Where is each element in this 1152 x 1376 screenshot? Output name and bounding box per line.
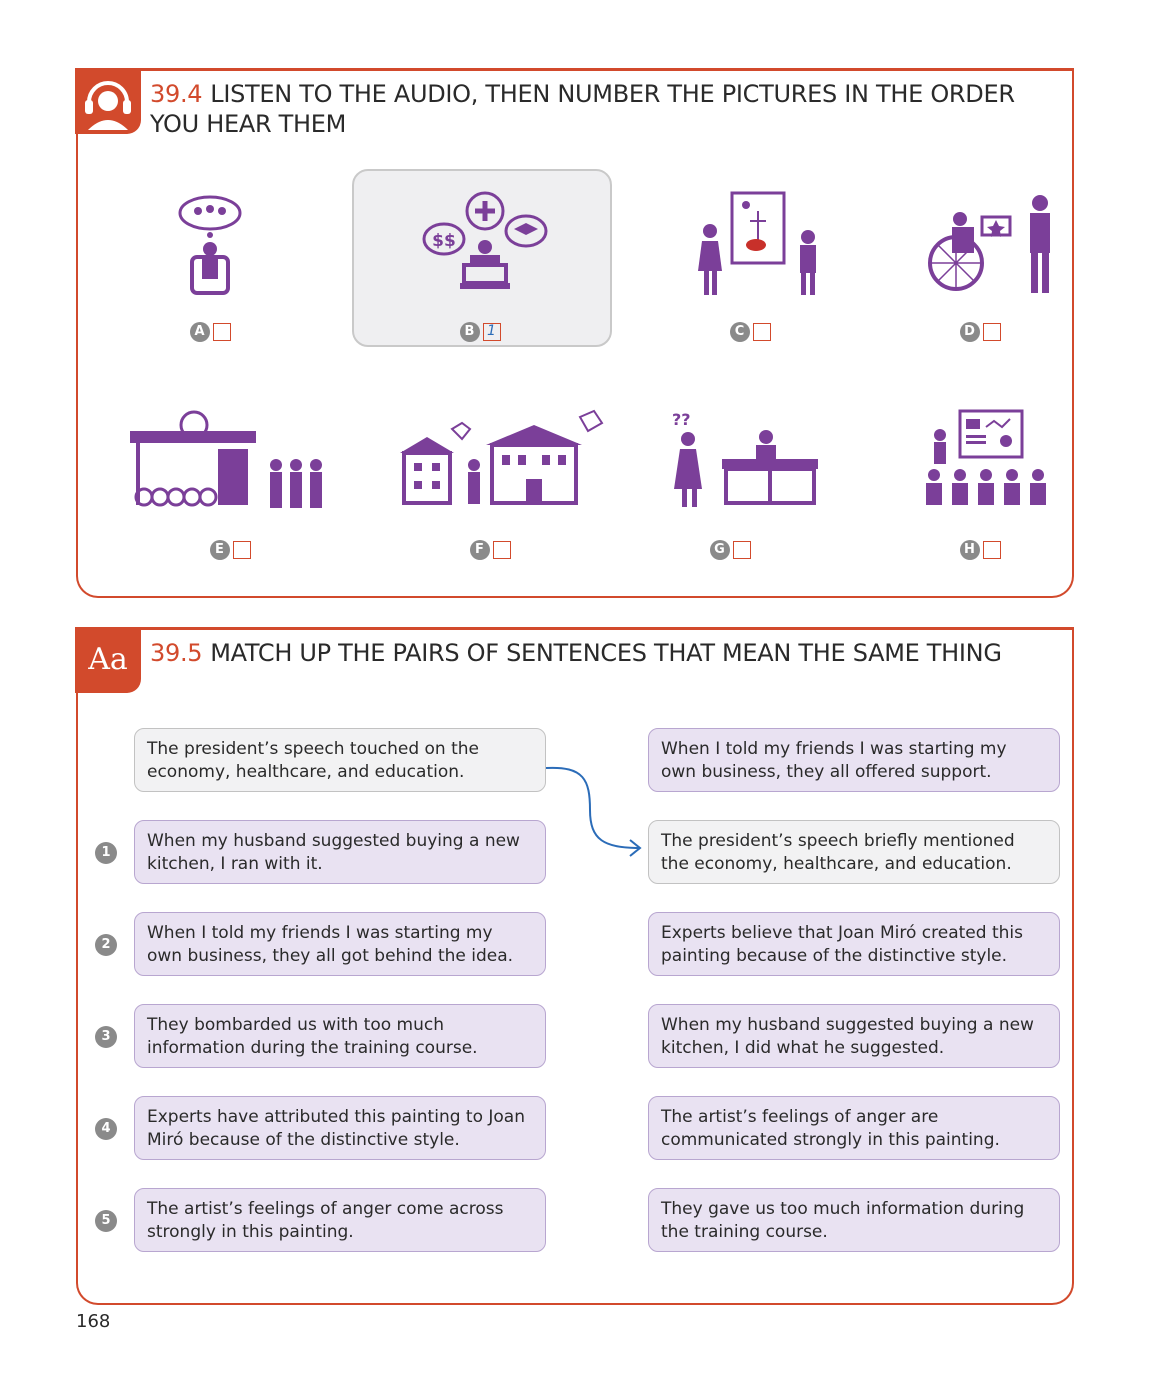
thinking-person-icon xyxy=(178,195,242,295)
picture-e-label: E xyxy=(150,539,310,560)
left-sentence-1[interactable]: When my husband suggested buying a new k… xyxy=(134,820,546,884)
exercise-heading: 39.5 MATCH UP THE PAIRS OF SENTENCES THAT… xyxy=(150,638,1050,668)
award-presentation-icon xyxy=(928,195,1050,293)
picture-f: F xyxy=(380,409,604,560)
picture-c: C xyxy=(670,191,830,342)
picture-e: E xyxy=(110,409,322,560)
picture-g: ?? G xyxy=(650,409,818,560)
answer-box-h[interactable] xyxy=(982,540,1001,559)
item-number-3: 3 xyxy=(95,1026,117,1048)
right-sentence-6[interactable]: They gave us too much information during… xyxy=(648,1188,1060,1252)
answer-box-c[interactable] xyxy=(752,322,771,341)
letter-c: C xyxy=(729,321,750,342)
picture-h-label: H xyxy=(900,539,1060,560)
answer-box-e[interactable] xyxy=(232,540,251,559)
exercise-title: MATCH UP THE PAIRS OF SENTENCES THAT MEA… xyxy=(210,639,1002,667)
painting-gallery-icon xyxy=(698,191,816,295)
picture-g-label: G xyxy=(650,539,810,560)
item-number-5: 5 xyxy=(95,1210,117,1232)
letter-d: D xyxy=(959,321,980,342)
example-match-arrow xyxy=(545,766,642,857)
exercise-39-5-panel: Aa 39.5 MATCH UP THE PAIRS OF SENTENCES T… xyxy=(75,627,1074,1305)
answer-box-g[interactable] xyxy=(732,540,751,559)
right-sentence-4[interactable]: When my husband suggested buying a new k… xyxy=(648,1004,1060,1068)
left-sentence-4[interactable]: Experts have attributed this painting to… xyxy=(134,1096,546,1160)
exercise-number: 39.5 xyxy=(150,639,203,667)
bike-shop-icon xyxy=(130,410,322,508)
item-number-2: 2 xyxy=(95,934,117,956)
picture-d: D xyxy=(900,191,1060,342)
letter-a: A xyxy=(189,321,210,342)
page-number: 168 xyxy=(76,1311,111,1332)
letter-f: F xyxy=(469,539,490,560)
answer-box-f[interactable] xyxy=(492,540,511,559)
office-desk-icon: ?? xyxy=(672,410,818,507)
picture-h: H xyxy=(900,409,1060,560)
exercise-heading: 39.4 LISTEN TO THE AUDIO, THEN NUMBER THE… xyxy=(150,79,1050,139)
example-left-sentence: The president’s speech touched on the ec… xyxy=(134,728,546,792)
example-right-sentence: The president’s speech briefly mentioned… xyxy=(648,820,1060,884)
letter-g: G xyxy=(709,539,730,560)
picture-f-label: F xyxy=(410,539,570,560)
item-number-4: 4 xyxy=(95,1118,117,1140)
answer-box-a[interactable] xyxy=(212,322,231,341)
vocabulary-badge: Aa xyxy=(75,627,141,693)
president-speech-icon: $$ xyxy=(422,191,548,289)
answer-box-b[interactable]: 1 xyxy=(482,322,501,341)
right-sentence-5[interactable]: The artist’s feelings of anger are commu… xyxy=(648,1096,1060,1160)
headphones-person-icon xyxy=(75,68,141,134)
house-buying-icon xyxy=(400,409,604,505)
picture-c-label: C xyxy=(670,321,830,342)
svg-text:??: ?? xyxy=(672,410,691,429)
training-presentation-icon xyxy=(926,409,1046,505)
picture-a: A xyxy=(130,191,290,342)
exercise-title: LISTEN TO THE AUDIO, THEN NUMBER THE PIC… xyxy=(150,80,1015,138)
left-sentence-3[interactable]: They bombarded us with too much informat… xyxy=(134,1004,546,1068)
picture-a-label: A xyxy=(130,321,290,342)
letter-h: H xyxy=(959,539,980,560)
left-sentence-2[interactable]: When I told my friends I was starting my… xyxy=(134,912,546,976)
left-sentence-5[interactable]: The artist’s feelings of anger come acro… xyxy=(134,1188,546,1252)
picture-d-label: D xyxy=(900,321,1060,342)
right-sentence-1[interactable]: When I told my friends I was starting my… xyxy=(648,728,1060,792)
right-sentence-3[interactable]: Experts believe that Joan Miró created t… xyxy=(648,912,1060,976)
svg-text:$$: $$ xyxy=(432,231,456,251)
exercise-39-4-panel: 39.4 LISTEN TO THE AUDIO, THEN NUMBER THE… xyxy=(75,68,1074,598)
letter-e: E xyxy=(209,539,230,560)
exercise-number: 39.4 xyxy=(150,80,203,108)
item-number-1: 1 xyxy=(95,842,117,864)
letter-b: B xyxy=(459,321,480,342)
answer-box-d[interactable] xyxy=(982,322,1001,341)
